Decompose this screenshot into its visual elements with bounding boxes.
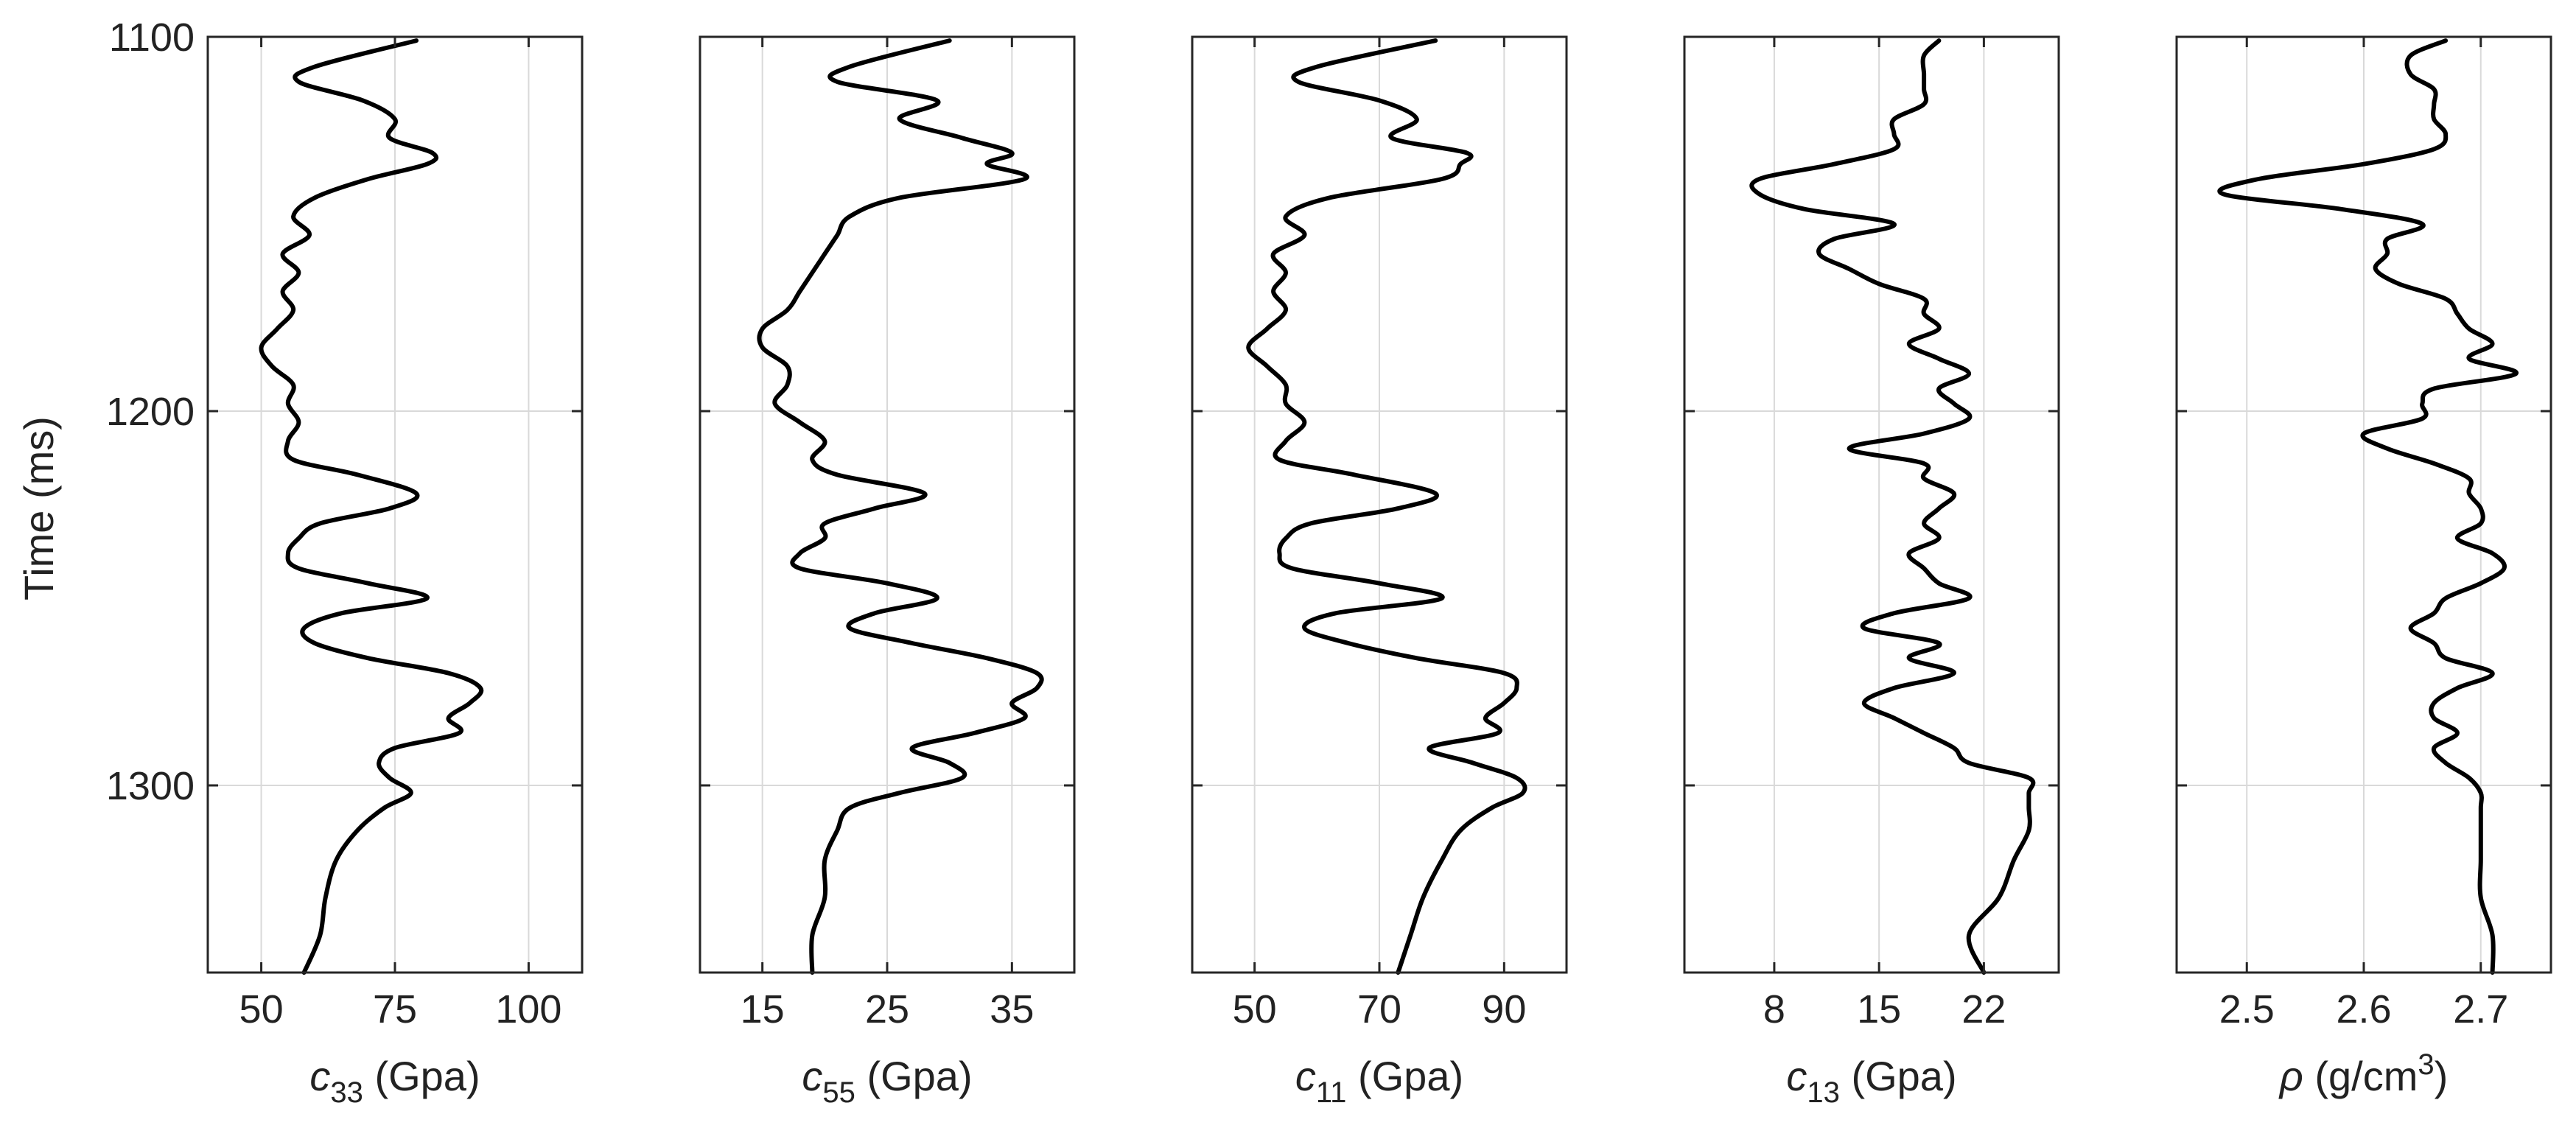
x-tick-label: 15 — [741, 987, 785, 1031]
series-line — [1246, 38, 1527, 975]
x-tick-label: 2.7 — [2453, 987, 2508, 1031]
x-tick-label: 2.6 — [2336, 987, 2391, 1031]
x-tick-label: 90 — [1482, 987, 1526, 1031]
x-tick-label: 2.5 — [2219, 987, 2275, 1031]
y-tick-label: 1100 — [109, 15, 195, 60]
x-tick-label: 15 — [1857, 987, 1901, 1031]
panel-2: 15 25 35 c55 (Gpa) — [699, 35, 1076, 1109]
series-line — [757, 38, 1044, 975]
x-axis-label: c33 (Gpa) — [309, 1053, 480, 1109]
x-tick-label: 25 — [865, 987, 909, 1031]
x-axis-label: ρ (g/cm3) — [2278, 1048, 2449, 1099]
x-axis-label: c55 (Gpa) — [802, 1053, 972, 1109]
series-line — [259, 38, 484, 975]
x-tick-label: 35 — [990, 987, 1034, 1031]
series-line — [2217, 38, 2519, 975]
x-tick-label: 75 — [373, 987, 417, 1031]
panel-5: 2.5 2.6 2.7ρ (g/cm3) — [2175, 35, 2552, 1099]
panel-1: 50 75 100 1100 1200 1300 c33 (Gpa) — [106, 15, 584, 1109]
axes-frame — [1683, 35, 2060, 974]
panels: 50 75 100 1100 1200 1300 c33 (Gpa) 15 25 35 c55 (G… — [106, 15, 2552, 1109]
x-tick-label: 100 — [495, 987, 561, 1031]
x-tick-label: 22 — [1961, 987, 2006, 1031]
x-axis-label: c11 (Gpa) — [1295, 1053, 1463, 1109]
x-axis-label: c13 (Gpa) — [1786, 1053, 1956, 1109]
y-tick-label: 1200 — [106, 390, 195, 434]
x-tick-label: 70 — [1357, 987, 1401, 1031]
y-tick-label: 1300 — [106, 764, 195, 808]
x-tick-label: 50 — [239, 987, 284, 1031]
x-tick-label: 50 — [1233, 987, 1277, 1031]
y-axis-label: Time (ms) — [15, 416, 62, 600]
series-line — [1749, 38, 2036, 975]
x-tick-label: 8 — [1763, 987, 1785, 1031]
panel-3: 50 70 90 c11 (Gpa) — [1191, 35, 1568, 1109]
